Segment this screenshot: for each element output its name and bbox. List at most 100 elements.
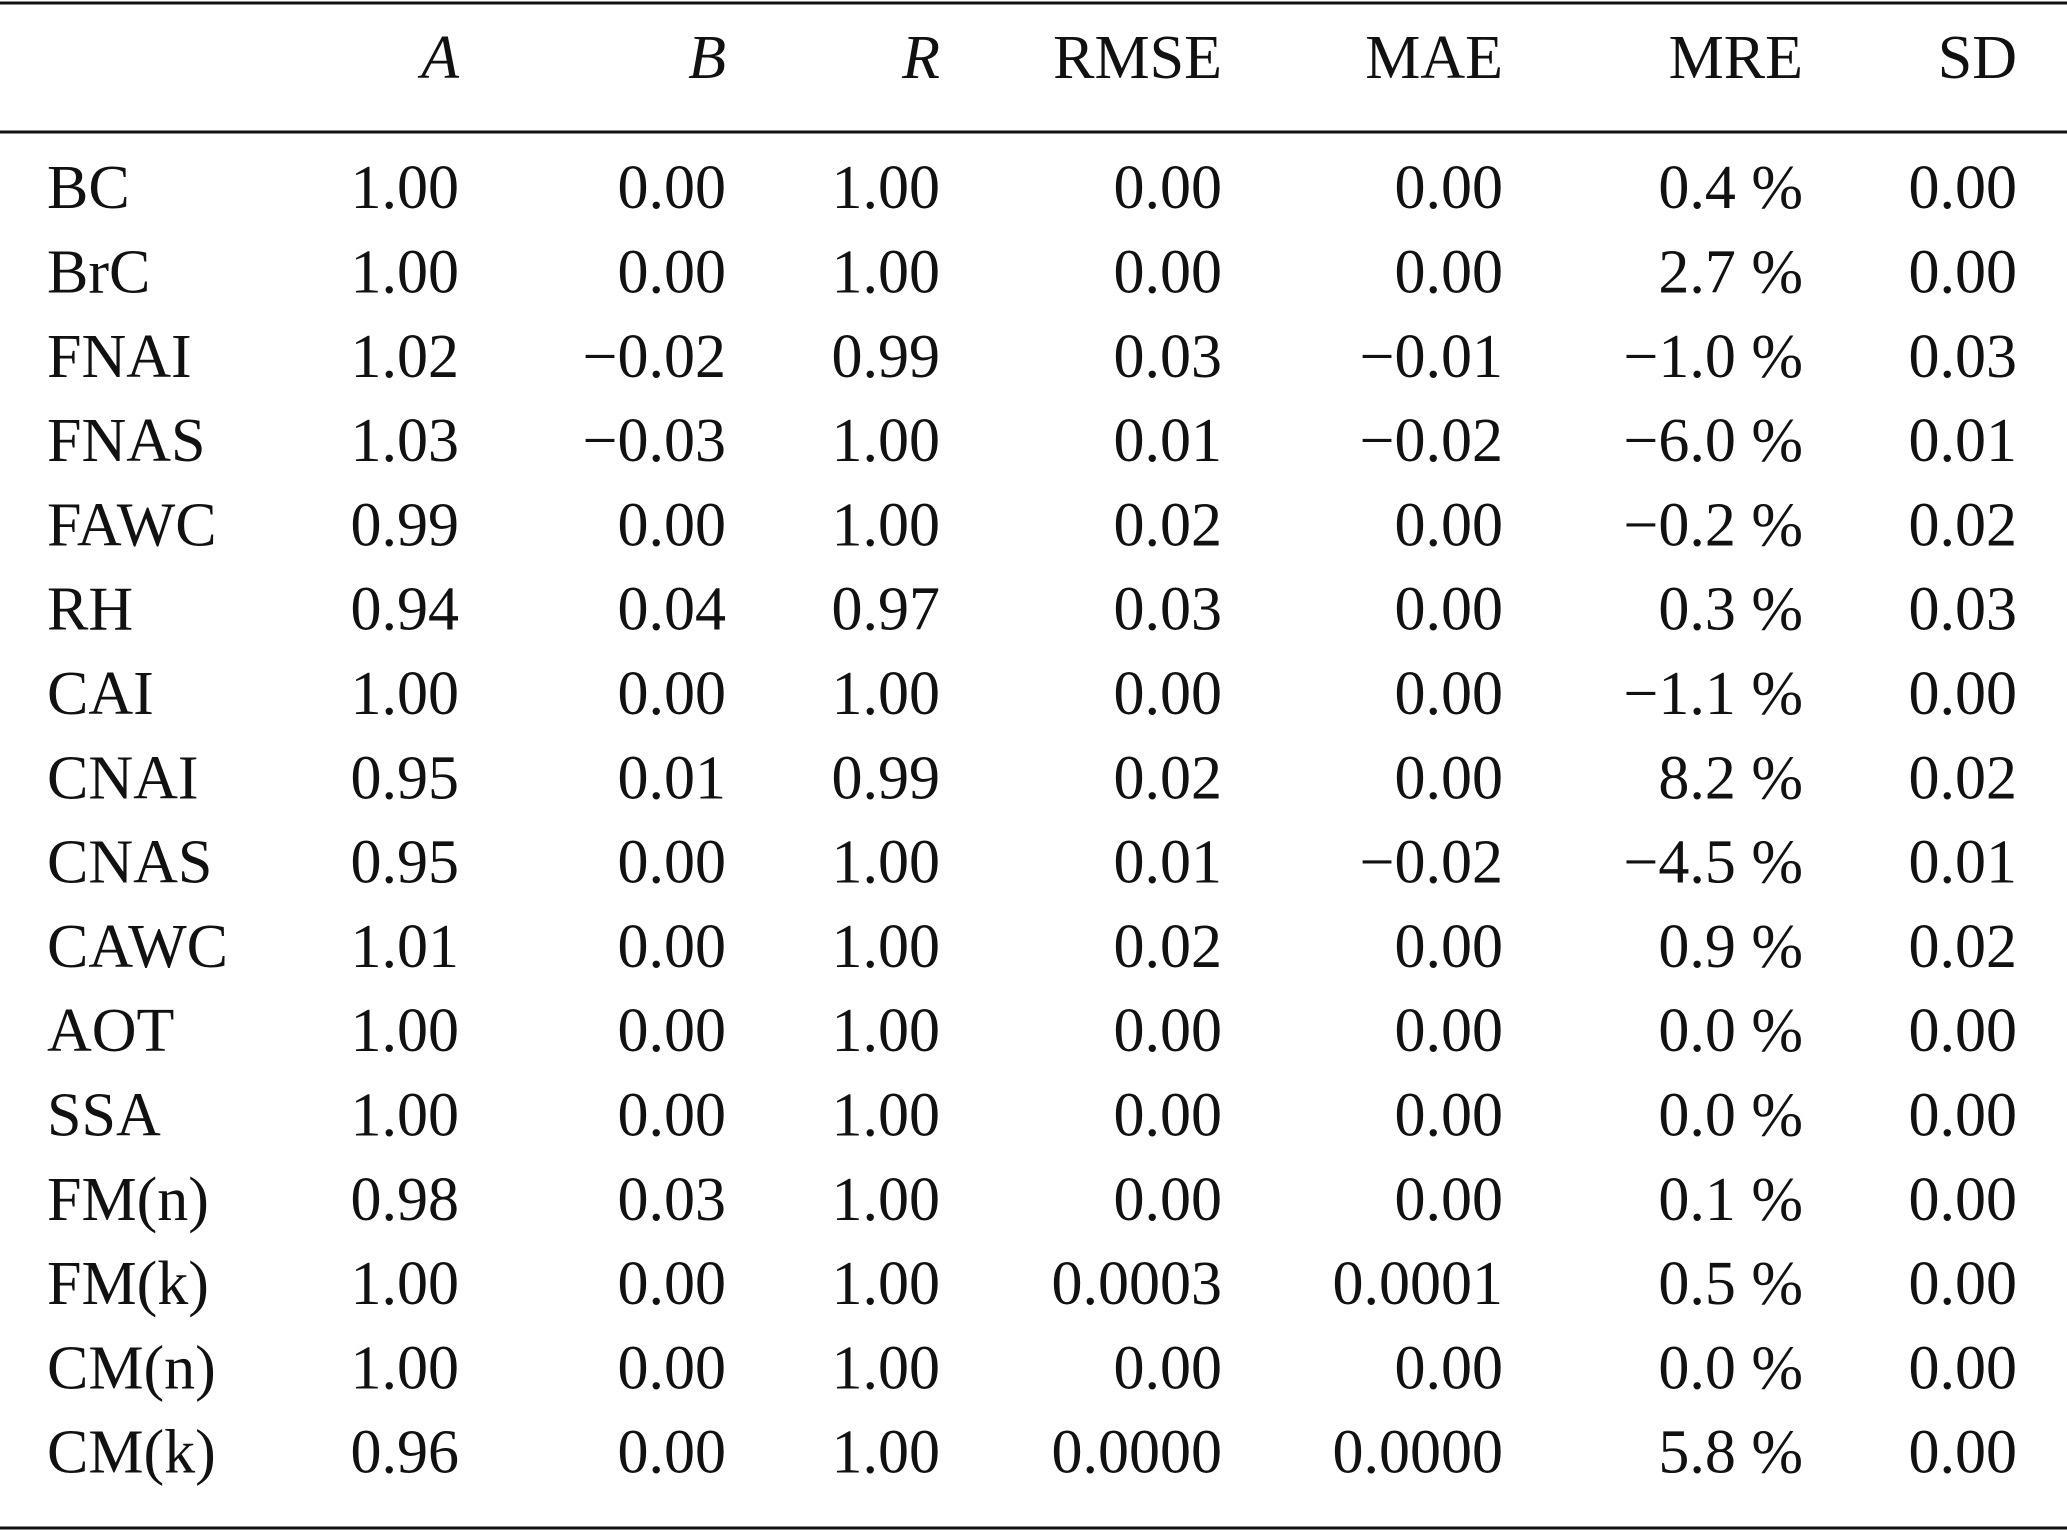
cell: 1.00 [832, 1250, 941, 1318]
cell: 0.01 [1909, 407, 2018, 475]
cell: −1.0 % [1623, 323, 1803, 391]
cell: 1.02 [351, 323, 460, 391]
cell: 1.03 [351, 407, 460, 475]
cell: 0.01 [1114, 829, 1223, 897]
cell: 0.3 % [1658, 576, 1803, 644]
cell: 1.00 [832, 239, 941, 307]
row-label: CNAI [47, 744, 199, 812]
cell: 0.5 % [1658, 1250, 1803, 1318]
cell: 0.00 [1395, 744, 1504, 812]
cell: 0.0 % [1658, 1334, 1803, 1402]
cell: 0.00 [1909, 660, 2018, 728]
cell: −0.02 [1360, 829, 1503, 897]
column-header: MRE [1669, 24, 1803, 92]
cell: 0.95 [351, 744, 460, 812]
cell: 0.97 [832, 576, 941, 644]
cell: 0.01 [1114, 407, 1223, 475]
cell: 1.00 [351, 1250, 460, 1318]
cell: 5.8 % [1658, 1419, 1803, 1487]
cell: 0.00 [1114, 660, 1223, 728]
cell: 0.03 [618, 1166, 727, 1234]
cell: 0.04 [618, 576, 727, 644]
cell: 0.00 [1114, 154, 1223, 222]
cell: 0.02 [1909, 744, 2018, 812]
cell: 0.00 [618, 1334, 727, 1402]
cell: 1.00 [351, 1082, 460, 1150]
cell: 0.00 [1395, 1334, 1504, 1402]
cell: 0.00 [1114, 1082, 1223, 1150]
cell: 0.98 [351, 1166, 460, 1234]
cell: 0.00 [618, 660, 727, 728]
cell: 0.00 [1114, 239, 1223, 307]
cell: 1.00 [351, 660, 460, 728]
cell: 0.00 [1395, 1166, 1504, 1234]
cell: −1.1 % [1623, 660, 1803, 728]
row-label: FNAS [47, 407, 206, 475]
row-label: CNAS [47, 829, 212, 897]
row-label: CM(n) [47, 1334, 216, 1402]
cell: 0.0000 [1333, 1419, 1504, 1487]
cell: 0.0000 [1052, 1419, 1223, 1487]
cell: 1.00 [832, 660, 941, 728]
cell: −0.02 [1360, 407, 1503, 475]
cell: 0.00 [618, 829, 727, 897]
row-label: BrC [47, 239, 150, 307]
row-label: FNAI [47, 323, 192, 391]
cell: 1.00 [832, 829, 941, 897]
cell: 1.00 [351, 997, 460, 1065]
cell: 0.03 [1909, 576, 2018, 644]
cell: 0.03 [1909, 323, 2018, 391]
cell: 0.0 % [1658, 997, 1803, 1065]
cell: 0.00 [1909, 1250, 2018, 1318]
cell: 1.00 [832, 1082, 941, 1150]
cell: 0.0 % [1658, 1082, 1803, 1150]
column-header: MAE [1365, 24, 1503, 92]
cell: 0.99 [832, 323, 941, 391]
cell: 0.00 [1909, 1419, 2018, 1487]
cell: 0.00 [618, 1250, 727, 1318]
cell: 0.02 [1114, 913, 1223, 981]
cell: −0.02 [583, 323, 726, 391]
cell: −6.0 % [1623, 407, 1803, 475]
cell: 1.00 [351, 154, 460, 222]
cell: −0.01 [1360, 323, 1503, 391]
cell: 0.99 [351, 491, 460, 559]
cell: 0.00 [618, 239, 727, 307]
column-header: R [901, 24, 940, 92]
cell: 0.95 [351, 829, 460, 897]
cell: 1.00 [832, 1419, 941, 1487]
cell: 0.00 [1395, 239, 1504, 307]
row-label: CAI [47, 660, 154, 728]
cell: 1.01 [351, 913, 460, 981]
cell: 1.00 [351, 239, 460, 307]
row-label: AOT [47, 997, 174, 1065]
cell: 0.0001 [1333, 1250, 1504, 1318]
cell: 0.02 [1114, 491, 1223, 559]
cell: 0.01 [618, 744, 727, 812]
cell: 0.00 [1395, 997, 1504, 1065]
cell: 1.00 [832, 1334, 941, 1402]
cell: 0.00 [618, 913, 727, 981]
cell: 1.00 [832, 913, 941, 981]
column-header: B [688, 24, 726, 92]
column-header: SD [1938, 24, 2017, 92]
row-label: CM(k) [47, 1419, 216, 1487]
cell: −0.03 [583, 407, 726, 475]
row-label: RH [47, 576, 133, 644]
cell: 1.00 [832, 491, 941, 559]
cell: 0.00 [1909, 997, 2018, 1065]
cell: 0.00 [1395, 913, 1504, 981]
cell: 2.7 % [1658, 239, 1803, 307]
cell: 1.00 [832, 997, 941, 1065]
row-label: FAWC [47, 491, 217, 559]
cell: 0.1 % [1658, 1166, 1803, 1234]
cell: 0.02 [1909, 913, 2018, 981]
cell: 0.00 [1114, 1166, 1223, 1234]
cell: 0.00 [618, 1082, 727, 1150]
cell: 0.02 [1909, 491, 2018, 559]
column-header: A [417, 24, 460, 92]
cell: 0.00 [1395, 660, 1504, 728]
row-label: BC [47, 154, 130, 222]
cell: 0.03 [1114, 323, 1223, 391]
cell: 0.00 [618, 1419, 727, 1487]
